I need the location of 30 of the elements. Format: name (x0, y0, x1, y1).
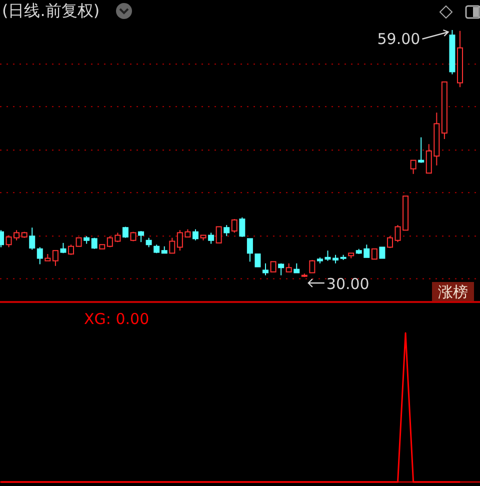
candlestick (386, 236, 393, 249)
annotation: 59.00 (377, 30, 420, 48)
candlestick (52, 250, 58, 266)
candlestick (138, 230, 144, 243)
text: 涨榜 (438, 283, 468, 301)
candlestick (146, 237, 152, 248)
candlestick (371, 248, 378, 260)
candlestick (216, 226, 222, 244)
chart-title: XG: 0.00 (84, 310, 150, 328)
candlestick (239, 216, 246, 238)
candlestick (410, 160, 416, 174)
candlestick (122, 226, 128, 238)
candlestick (379, 246, 386, 259)
candlestick (231, 218, 238, 234)
candlestick (294, 262, 300, 274)
candlestick (418, 136, 424, 164)
annotation: 30.00 (326, 275, 370, 293)
candlestick (224, 224, 230, 237)
candlestick (262, 262, 269, 276)
candlestick (270, 261, 276, 272)
candlestick (208, 232, 214, 244)
candlestick (309, 259, 316, 274)
candlestick (246, 238, 253, 262)
candlestick (254, 254, 261, 268)
candlestick (169, 237, 176, 254)
candlestick (68, 244, 74, 256)
chart-title: (日线.前复权) (2, 1, 100, 20)
candlestick (36, 246, 43, 265)
candlestick (29, 227, 36, 250)
candlestick (192, 228, 198, 241)
